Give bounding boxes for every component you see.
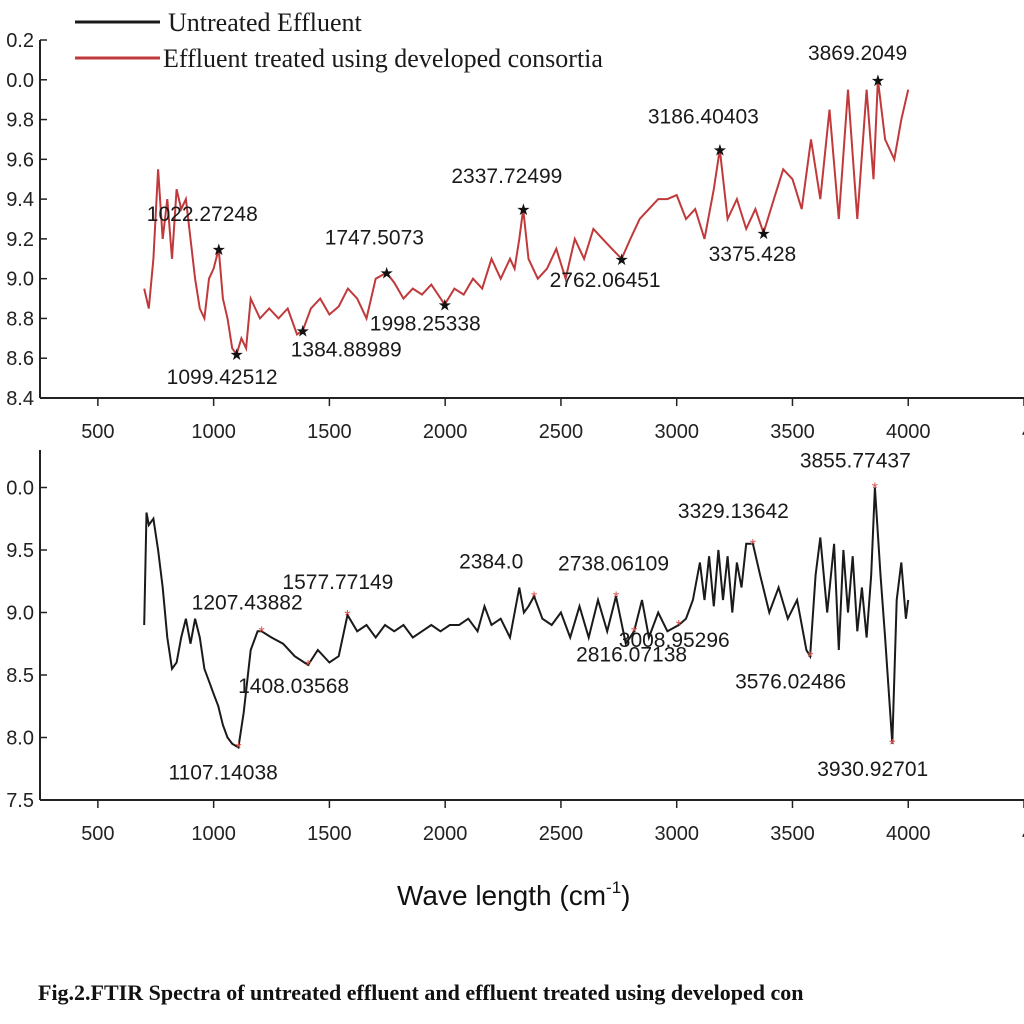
x-tick-label: 3500 bbox=[770, 421, 815, 443]
peak-label: 3930.92701 bbox=[817, 758, 928, 781]
x-tick-label: 1000 bbox=[191, 421, 236, 443]
y-tick-label: 9.0 bbox=[6, 603, 34, 625]
peak-marker: ★ bbox=[438, 298, 452, 315]
x-tick-label: 45 bbox=[1022, 421, 1024, 443]
x-tick-label: 3500 bbox=[770, 823, 815, 845]
top-panel: 0.2 0.0 9.8 9.6 9.4 9.2 9.0 8.8 8.6 8.4 500 1000 15… bbox=[6, 30, 1024, 443]
peak-label: 2337.72499 bbox=[451, 165, 562, 188]
x-tick-label: 500 bbox=[81, 421, 114, 443]
peak-marker: * bbox=[344, 608, 350, 625]
x-tick-label: 2000 bbox=[423, 421, 468, 443]
peak-label: 3375.428 bbox=[709, 243, 797, 266]
peak-label: 2384.0 bbox=[459, 550, 523, 573]
peak-marker: ★ bbox=[516, 202, 530, 219]
x-tick-label: 3000 bbox=[654, 823, 699, 845]
top-panel-peak-annotations: ★1022.27248★1099.42512★1384.88989★1747.5… bbox=[147, 42, 907, 389]
x-tick-label: 1000 bbox=[191, 823, 236, 845]
y-tick-label: 9.2 bbox=[6, 229, 34, 251]
y-tick-label: 9.5 bbox=[6, 540, 34, 562]
bottom-panel-x-ticks: 500 1000 1500 2000 2500 3000 3500 4000 45 bbox=[81, 800, 1024, 845]
peak-marker: ★ bbox=[229, 347, 243, 364]
x-tick-label: 3000 bbox=[654, 421, 699, 443]
peak-marker: ★ bbox=[212, 242, 226, 259]
peak-marker: * bbox=[889, 737, 895, 754]
peak-marker: * bbox=[531, 589, 537, 606]
peak-label: 3869.2049 bbox=[808, 42, 907, 65]
y-tick-label: 8.6 bbox=[6, 348, 34, 370]
x-tick-label: 500 bbox=[81, 823, 114, 845]
peak-marker: ★ bbox=[296, 323, 310, 340]
top-panel-y-ticks: 0.2 0.0 9.8 9.6 9.4 9.2 9.0 8.8 8.6 8.4 bbox=[6, 30, 47, 410]
y-tick-label: 8.4 bbox=[6, 388, 34, 410]
y-tick-label: 0.2 bbox=[6, 30, 34, 52]
peak-marker: * bbox=[676, 618, 682, 635]
peak-marker: * bbox=[305, 658, 311, 675]
y-tick-label: 0.0 bbox=[6, 70, 34, 92]
peak-marker: * bbox=[872, 481, 878, 498]
peak-label: 1998.25338 bbox=[370, 313, 481, 336]
peak-marker: ★ bbox=[380, 266, 394, 283]
bottom-panel-peak-annotations: *1107.14038*1207.43882*1408.03568*1577.7… bbox=[168, 450, 928, 785]
peak-label: 1099.42512 bbox=[167, 366, 278, 389]
peak-label: 1408.03568 bbox=[238, 675, 349, 698]
peak-marker: * bbox=[750, 537, 756, 554]
y-tick-label: 9.0 bbox=[6, 269, 34, 291]
peak-label: 3186.40403 bbox=[648, 105, 759, 128]
peak-marker: * bbox=[613, 589, 619, 606]
peak-label: 2816.07138 bbox=[576, 643, 687, 666]
x-axis-title: Wave length (cm-1) bbox=[397, 878, 630, 911]
treated-effluent-series-line bbox=[143, 79, 910, 357]
peak-label: 3576.02486 bbox=[735, 670, 846, 693]
y-tick-label: 8.8 bbox=[6, 308, 34, 330]
top-panel-x-ticks: 500 1000 1500 2000 2500 3000 3500 4000 45 bbox=[81, 398, 1024, 443]
y-tick-label: 8.0 bbox=[6, 728, 34, 750]
x-tick-label: 4000 bbox=[886, 823, 931, 845]
figure-caption: Fig.2.FTIR Spectra of untreated effluent… bbox=[38, 980, 803, 1005]
peak-marker: * bbox=[631, 624, 637, 641]
peak-marker: ★ bbox=[614, 252, 628, 269]
x-tick-label: 2000 bbox=[423, 823, 468, 845]
peak-label: 1022.27248 bbox=[147, 203, 258, 226]
x-tick-label: 2500 bbox=[539, 823, 584, 845]
x-tick-label: 45 bbox=[1022, 823, 1024, 845]
peak-label: 3008.95296 bbox=[619, 629, 730, 652]
peak-label: 2738.06109 bbox=[558, 552, 669, 575]
y-tick-label: 9.4 bbox=[6, 189, 34, 211]
x-tick-label: 1500 bbox=[307, 823, 352, 845]
peak-label: 3329.13642 bbox=[678, 500, 789, 523]
y-tick-label: 7.5 bbox=[6, 790, 34, 812]
peak-label: 1107.14038 bbox=[168, 762, 277, 785]
bottom-panel: 0.0 9.5 9.0 8.5 8.0 7.5 500 1000 1500 2000 2500 30… bbox=[6, 450, 1024, 845]
peak-marker: * bbox=[235, 741, 241, 758]
peak-marker: ★ bbox=[871, 73, 885, 90]
peak-marker: * bbox=[259, 624, 265, 641]
peak-label: 1747.5073 bbox=[325, 227, 424, 250]
peak-label: 1577.77149 bbox=[282, 571, 393, 594]
legend-label-untreated: Untreated Effluent bbox=[168, 8, 362, 37]
y-tick-label: 0.0 bbox=[6, 478, 34, 500]
y-tick-label: 9.6 bbox=[6, 149, 34, 171]
peak-label: 1384.88989 bbox=[291, 338, 402, 361]
peak-marker: * bbox=[807, 649, 813, 666]
bottom-panel-y-ticks: 0.0 9.5 9.0 8.5 8.0 7.5 bbox=[6, 478, 47, 812]
x-tick-label: 1500 bbox=[307, 421, 352, 443]
legend: Untreated Effluent Effluent treated usin… bbox=[75, 8, 603, 73]
peak-label: 2762.06451 bbox=[550, 269, 661, 292]
x-tick-label: 4000 bbox=[886, 421, 931, 443]
untreated-effluent-series-line bbox=[143, 487, 910, 750]
peak-label: 1207.43882 bbox=[192, 591, 303, 614]
peak-marker: ★ bbox=[756, 226, 770, 243]
y-tick-label: 8.5 bbox=[6, 665, 34, 687]
x-tick-label: 2500 bbox=[539, 421, 584, 443]
legend-label-treated: Effluent treated using developed consort… bbox=[163, 44, 603, 73]
y-tick-label: 9.8 bbox=[6, 110, 34, 132]
peak-label: 3855.77437 bbox=[800, 450, 911, 473]
peak-marker: ★ bbox=[713, 142, 727, 159]
